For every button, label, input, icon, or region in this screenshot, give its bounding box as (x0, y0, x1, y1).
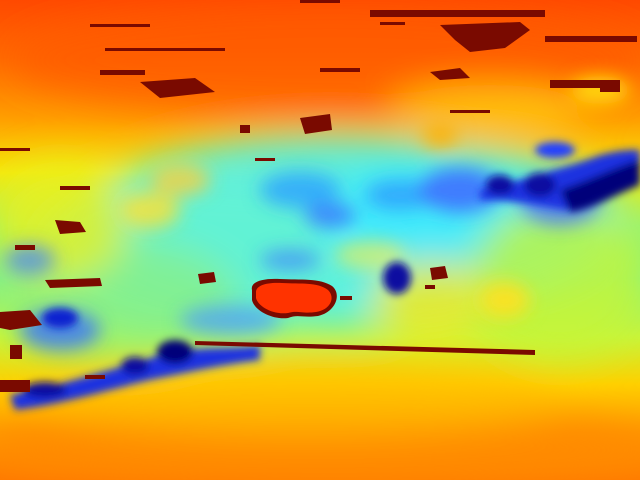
depth-artifact-line (195, 341, 535, 355)
depth-holes-side (0, 220, 448, 392)
depth-soft-regions (0, 5, 640, 480)
depth-holes-top (0, 0, 637, 190)
depth-near-regions (10, 142, 640, 410)
central-object-region (251, 278, 337, 319)
